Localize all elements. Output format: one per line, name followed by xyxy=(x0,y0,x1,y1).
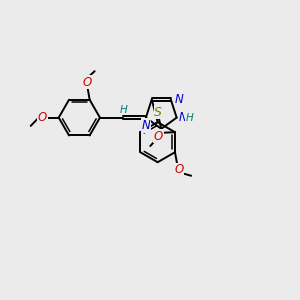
Text: H: H xyxy=(186,112,194,123)
Text: N: N xyxy=(179,111,188,124)
Text: N: N xyxy=(142,119,150,132)
Text: N: N xyxy=(175,93,183,106)
Text: O: O xyxy=(38,111,47,124)
Text: O: O xyxy=(175,164,184,176)
Text: O: O xyxy=(154,130,163,142)
Text: N: N xyxy=(142,119,150,132)
Text: H: H xyxy=(120,105,128,115)
Text: S: S xyxy=(154,106,162,118)
Text: O: O xyxy=(83,76,92,88)
